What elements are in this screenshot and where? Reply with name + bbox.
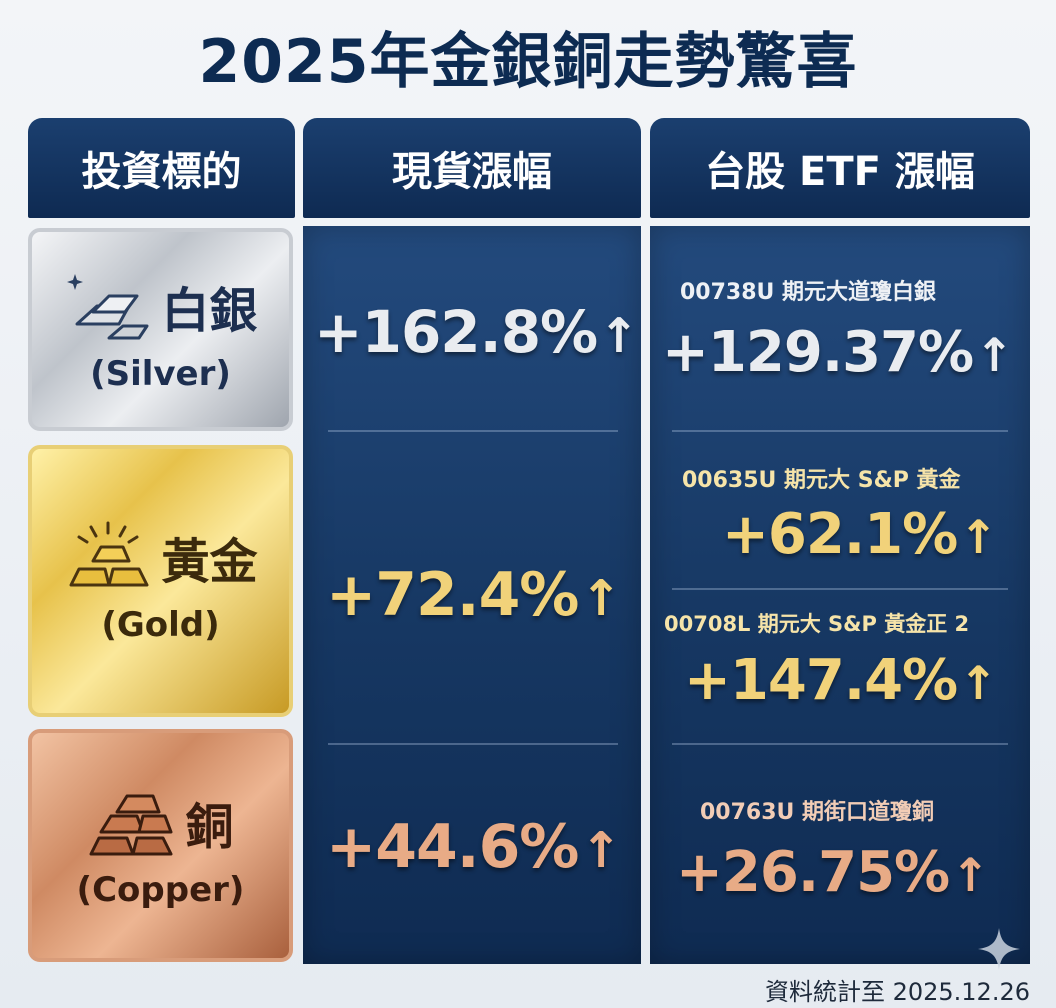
etf-change-value: +62.1% (722, 502, 958, 567)
spot-column (303, 226, 641, 964)
silver-bars-icon (67, 273, 149, 339)
spot-change-value: +162.8% (314, 298, 598, 366)
etf-change-value: +26.75% (676, 840, 950, 905)
footnote: 資料統計至 2025.12.26 (764, 978, 1030, 1006)
divider (672, 743, 1008, 745)
etf-change-value: +147.4% (684, 648, 958, 713)
spot-change-value: +44.6% (326, 812, 579, 882)
asset-name-cn: 銅 (185, 798, 234, 855)
asset-card-silver: 白銀 (Silver) (28, 228, 293, 431)
asset-name-cn: 黃金 (161, 534, 258, 590)
divider (672, 588, 1008, 590)
up-arrow-icon: ↑ (959, 656, 997, 710)
etf-label: 00738U 期元大道瓊白銀 (680, 280, 937, 305)
etf-change-gold-2: +147.4%↑ (684, 648, 998, 713)
etf-change-value: +129.37% (662, 320, 974, 385)
asset-name-en: (Gold) (101, 605, 220, 645)
etf-change-gold-1: +62.1%↑ (722, 502, 998, 567)
up-arrow-icon: ↑ (599, 309, 639, 364)
etf-change-silver: +129.37%↑ (662, 320, 1014, 385)
sparkle-icon (978, 928, 1020, 970)
divider (328, 430, 618, 432)
asset-name-en: (Copper) (76, 869, 245, 910)
asset-name-cn: 白銀 (161, 282, 258, 339)
spot-change-gold: +72.4%↑ (326, 560, 622, 630)
up-arrow-icon: ↑ (951, 848, 989, 902)
spot-change-value: +72.4% (326, 560, 579, 630)
up-arrow-icon: ↑ (959, 510, 997, 564)
up-arrow-icon: ↑ (975, 328, 1013, 382)
up-arrow-icon: ↑ (580, 821, 621, 879)
etf-column (650, 226, 1030, 964)
etf-change-copper: +26.75%↑ (676, 840, 990, 905)
etf-label: 00635U 期元大 S&P 黃金 (682, 468, 961, 493)
asset-card-gold: 黃金 (Gold) (28, 445, 293, 717)
up-arrow-icon: ↑ (580, 569, 621, 627)
page-title: 2025年金銀銅走勢驚喜 (198, 27, 858, 97)
asset-name-en: (Silver) (90, 353, 231, 394)
etf-label: 00763U 期街口道瓊銅 (700, 800, 935, 825)
header-etf: 台股 ETF 漲幅 (650, 118, 1030, 218)
asset-card-copper: 銅 (Copper) (28, 729, 293, 962)
header-asset: 投資標的 (28, 118, 295, 218)
gold-bars-icon (69, 521, 149, 587)
header-spot: 現貨漲幅 (303, 118, 641, 218)
divider (328, 743, 618, 745)
spot-change-silver: +162.8%↑ (314, 298, 639, 366)
spot-change-copper: +44.6%↑ (326, 812, 622, 882)
etf-label: 00708L 期元大 S&P 黃金正 2 (664, 612, 970, 636)
divider (672, 430, 1008, 432)
copper-bars-icon (89, 794, 173, 855)
